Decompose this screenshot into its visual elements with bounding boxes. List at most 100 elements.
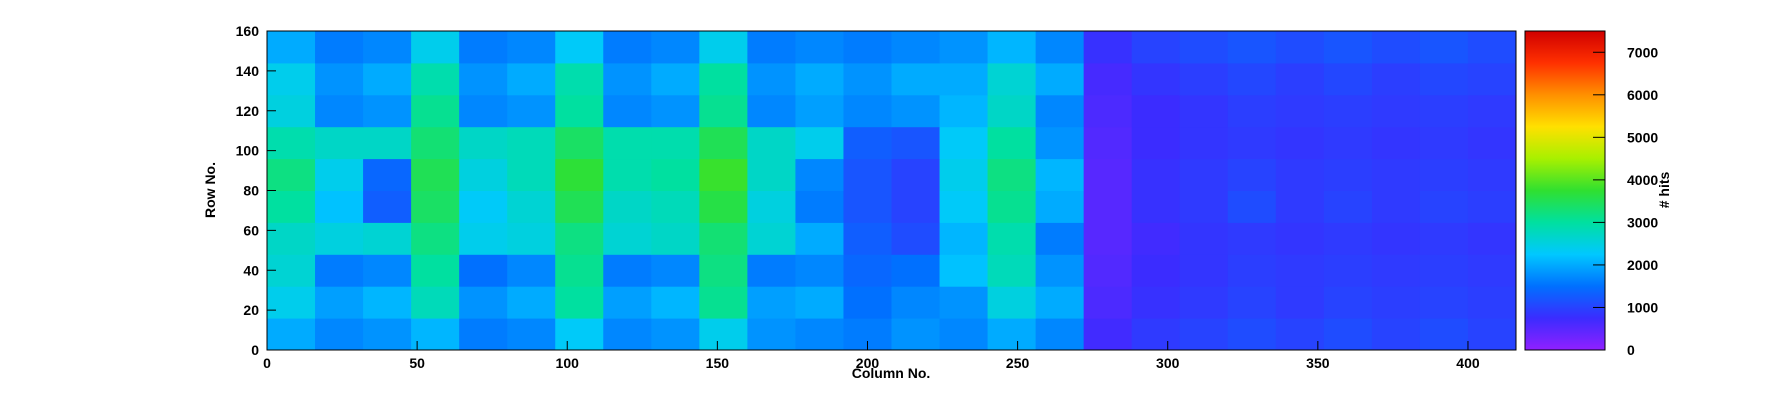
heatmap-cell [699,158,748,191]
heatmap-cell [939,62,989,96]
heatmap-cell [1179,126,1229,160]
heatmap-cell [1419,318,1469,351]
heatmap-cell [699,126,748,160]
heatmap-cell [939,222,989,255]
heatmap-cell [1179,318,1229,351]
heatmap-cell [603,158,652,191]
heatmap-cell [1035,62,1085,96]
heatmap-cell [1227,286,1277,319]
heatmap-cell [843,94,892,128]
heatmap-cell [939,158,989,191]
heatmap-cell [363,190,412,223]
heatmap-cell [939,318,989,351]
heatmap-cell [1467,254,1517,287]
heatmap-cell [1323,158,1373,191]
heatmap-cell [1131,62,1181,96]
heatmap-cell [411,222,460,255]
heatmap-cell [1419,158,1469,191]
heatmap-cell [651,158,700,191]
heatmap-cell [1275,126,1325,160]
x-tick-label: 250 [1006,355,1030,371]
heatmap-cell [1227,158,1277,191]
heatmap-cell [891,62,941,96]
heatmap-cell [1227,62,1277,96]
heatmap-cell [699,254,748,287]
heatmap-cell [651,286,700,319]
x-tick-label: 100 [556,355,580,371]
heatmap-cell [747,190,796,223]
heatmap-cell [315,254,364,287]
y-axis-label: Row No. [202,162,218,218]
heatmap-cell [1371,190,1421,223]
x-tick-label: 200 [856,355,880,371]
heatmap-cell [1035,94,1085,128]
heatmap-cell [939,31,989,64]
heatmap-cell [1467,190,1517,223]
heatmap-cell [1371,31,1421,64]
colorbar-tick-label: 2000 [1627,257,1658,273]
y-tick-label: 100 [236,143,260,159]
heatmap-cell [459,94,508,128]
heatmap-cell [939,190,989,223]
heatmap-cell [459,222,508,255]
x-tick-label: 50 [409,355,425,371]
heatmap-cell [507,254,556,287]
heatmap-cell [459,190,508,223]
heatmap-cell [1227,31,1277,64]
heatmap-cell [987,190,1037,223]
heatmap-cell [1179,62,1229,96]
heatmap-cell [1179,222,1229,255]
x-tick-label: 150 [706,355,730,371]
heatmap-cell [1419,286,1469,319]
heatmap-cell [843,254,892,287]
heatmap-cell [1131,94,1181,128]
heatmap-cell [939,286,989,319]
heatmap-cell [555,190,604,223]
heatmap-cell [699,62,748,96]
heatmap-cell [1371,254,1421,287]
heatmap-cell [1275,62,1325,96]
heatmap-cell [891,286,941,319]
heatmap-cell [603,126,652,160]
heatmap-cell [1179,190,1229,223]
heatmap-cell [1131,286,1181,319]
heatmap-cell [1131,318,1181,351]
heatmap-cell [267,222,316,255]
heatmap-cell [699,222,748,255]
heatmap-cell [1467,126,1517,160]
heatmap-cell [651,31,700,64]
heatmap-cell [1275,31,1325,64]
heatmap-cell [1083,318,1133,351]
heatmap-cell [747,286,796,319]
x-tick-label: 0 [263,355,271,371]
heatmap-cell [411,190,460,223]
heatmap-cell [1083,286,1133,319]
colorbar-tick-label: 6000 [1627,87,1658,103]
heatmap-cell [795,158,844,191]
heatmap-cell [507,222,556,255]
heatmap-cell [315,222,364,255]
heatmap-cell [363,158,412,191]
heatmap-cell [1323,190,1373,223]
heatmap-cell [1323,254,1373,287]
heatmap-cell [267,126,316,160]
heatmap-cell [459,158,508,191]
heatmap [267,31,1517,351]
colorbar-tick-label: 7000 [1627,44,1658,60]
x-tick-label: 400 [1456,355,1480,371]
heatmap-cell [603,62,652,96]
heatmap-cell [1419,31,1469,64]
heatmap-cell [315,94,364,128]
heatmap-cell [1419,94,1469,128]
colorbar-tick-label: 3000 [1627,214,1658,230]
x-axis-label: Column No. [852,365,931,381]
heatmap-cell [891,94,941,128]
heatmap-cell [603,286,652,319]
heatmap-cell [747,31,796,64]
heatmap-cell [1323,286,1373,319]
heatmap-cell [1131,222,1181,255]
heatmap-cell [459,126,508,160]
heatmap-cell [459,286,508,319]
heatmap-cell [1179,94,1229,128]
heatmap-cell [555,126,604,160]
